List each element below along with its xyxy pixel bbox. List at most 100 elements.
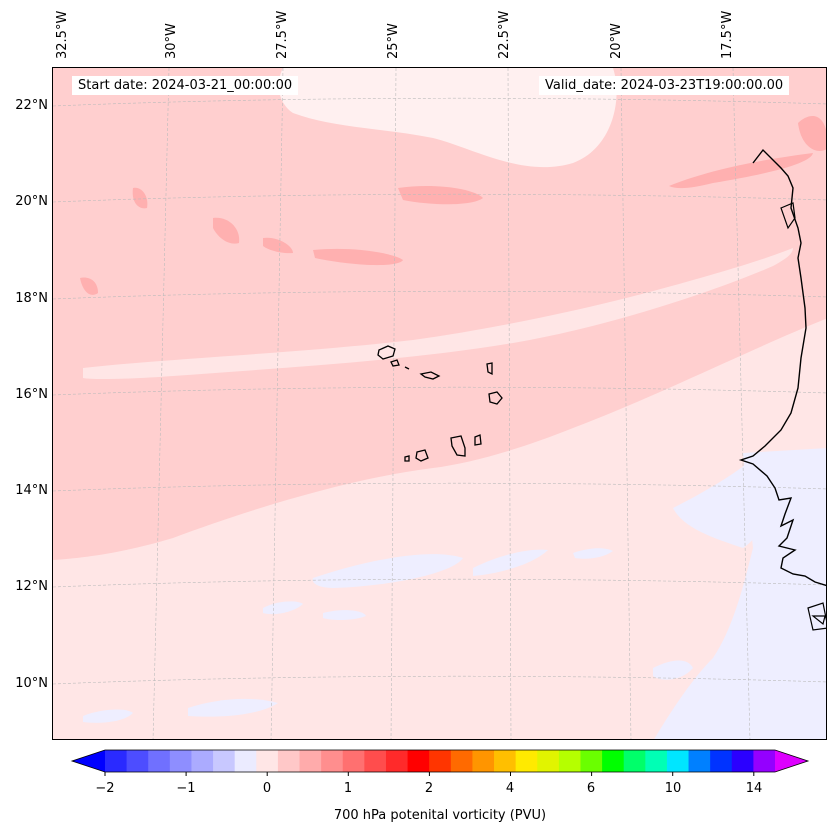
colorbar-cell [710,750,733,772]
lon-label-32-5w: 32.5°W [55,10,70,59]
pv-blob-8 [798,116,826,151]
pv-neg-2 [473,549,548,576]
colorbar-cell [191,750,214,772]
colorbar-cell [148,750,171,772]
start-date-label: Start date: 2024-03-21_00:00:00 [72,76,299,95]
colorbar-tick-label: −1 [176,781,196,796]
gridline-lat-22n [53,97,826,107]
pv-blob-6 [80,277,98,295]
gridline-lon-20w [620,68,632,739]
lon-label-25w: 25°W [386,23,401,59]
colorbar-cell [234,750,257,772]
valid-date-label: Valid_date: 2024-03-23T19:00:00.00 [539,76,790,95]
colorbar-cell [688,750,711,772]
lon-label-20w: 20°W [609,23,624,59]
colorbar-tick-label: 1 [343,781,353,796]
gridline-lat-20n [53,193,826,203]
island-sao-vicente [390,359,400,367]
colorbar-cell [342,750,365,772]
colorbar-cell [623,750,646,772]
gridline-lat-12n [53,578,826,588]
cape-verde-islands [377,345,503,462]
colorbar-tick-label: 10 [664,781,682,796]
pv-white-south [483,386,768,478]
colorbar-title: 700 hPa potenital vorticity (PVU) [333,808,547,823]
lat-label-16n: 16°N [15,387,48,402]
africa-coastline [738,148,826,587]
map-panel[interactable] [52,67,827,740]
colorbar-cell [407,750,430,772]
colorbar-cell [494,750,517,772]
lat-label-18n: 18°N [15,291,48,306]
colorbar-cell [580,750,603,772]
pv-neg-10 [653,660,693,680]
pv-blob-1 [398,186,483,205]
colorbar-tick-label: 14 [745,781,763,796]
pv-blob-7 [669,153,813,189]
pv-white-top [278,68,617,168]
colorbar-cell [429,750,452,772]
colorbar-cell [602,750,625,772]
colorbar-tick-label: −2 [95,781,115,796]
colorbar-extend-max [775,750,808,772]
lon-label-30w: 30°W [164,23,179,59]
colorbar-cell [385,750,409,772]
colorbar-cell [450,750,473,772]
colorbar-cell [364,750,387,772]
island-santo-antao [377,345,396,360]
colorbar-cell [731,750,754,772]
colorbar-tick-label: 2 [424,781,434,796]
colorbar-cell [558,750,581,772]
gridline-lon-30w [152,68,170,739]
coastline-detail-north [780,202,796,230]
colorbar-cell [666,750,690,772]
colorbar-graphic [70,749,810,776]
island-boa-vista [488,391,503,405]
island-maio [474,434,482,446]
gridline-lat-14n [53,482,826,492]
lat-label-20n: 20°N [15,194,48,209]
pv-neg-7 [188,698,278,717]
colorbar-cell [645,750,668,772]
pv-neg-8 [83,709,133,723]
gridline-lon-17-5w [732,68,751,739]
island-santa-luzia [404,366,410,370]
lon-label-17-5w: 17.5°W [720,10,735,59]
pv-neg-6 [323,610,366,621]
colorbar [0,740,837,836]
lon-label-22-5w: 22.5°W [497,10,512,59]
lat-label-12n: 12°N [15,579,48,594]
pv-blob-3 [213,217,240,244]
gridline-lon-25w [390,68,397,739]
pv-blob-5 [132,187,148,209]
pv-white-streak [83,248,793,380]
pv-field-map [53,68,826,739]
colorbar-tick-label: 6 [586,781,596,796]
colorbar-tick-label: 0 [262,781,272,796]
colorbar-cells [105,750,776,772]
gridline-lon-27-5w [270,68,284,739]
lat-label-22n: 22°N [15,98,48,113]
gridline-lat-10n [53,675,826,685]
gridline-lat-16n [53,386,826,396]
colorbar-cell [277,750,301,772]
pv-neg-5 [263,601,303,615]
colorbar-cell [537,750,560,772]
pv-neg-3 [573,548,613,559]
island-brava [404,455,410,462]
colorbar-tick-label: 4 [505,781,515,796]
island-fogo [415,449,429,462]
island-santiago [450,435,466,457]
pv-blob-4 [263,237,293,254]
colorbar-cell [213,750,236,772]
colorbar-cell [299,750,322,772]
colorbar-cell [169,750,192,772]
coastline-detail-south [807,602,826,631]
island-sao-nicolau [419,371,441,380]
colorbar-extend-min [72,750,105,772]
colorbar-cell [126,750,149,772]
island-sal [486,362,493,376]
graticule [53,68,826,739]
pv-blob-2 [313,248,403,266]
colorbar-cell [753,750,776,772]
